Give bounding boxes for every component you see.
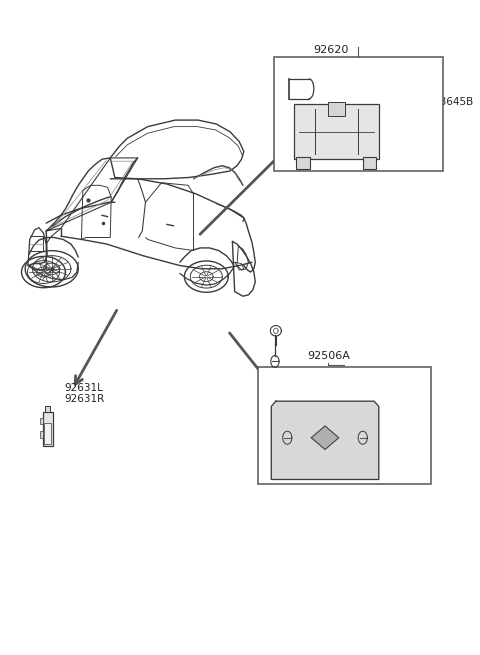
- Text: 92620: 92620: [313, 45, 348, 55]
- Bar: [363, 157, 376, 169]
- Text: 18643D: 18643D: [264, 398, 305, 407]
- Polygon shape: [271, 402, 379, 479]
- Bar: [40, 418, 44, 424]
- Bar: [294, 103, 379, 159]
- Bar: [43, 412, 53, 446]
- Bar: [328, 102, 345, 115]
- Text: 18645B: 18645B: [433, 98, 474, 107]
- Bar: [258, 367, 432, 484]
- Polygon shape: [312, 426, 339, 449]
- Bar: [297, 157, 310, 169]
- Bar: [40, 431, 44, 438]
- Bar: [44, 423, 51, 443]
- Text: 92506A: 92506A: [307, 352, 350, 362]
- Text: 1491AB: 1491AB: [258, 427, 298, 437]
- Text: 92631L: 92631L: [64, 383, 103, 393]
- Bar: [274, 57, 443, 171]
- Text: 92631R: 92631R: [64, 394, 105, 404]
- Bar: [45, 405, 50, 412]
